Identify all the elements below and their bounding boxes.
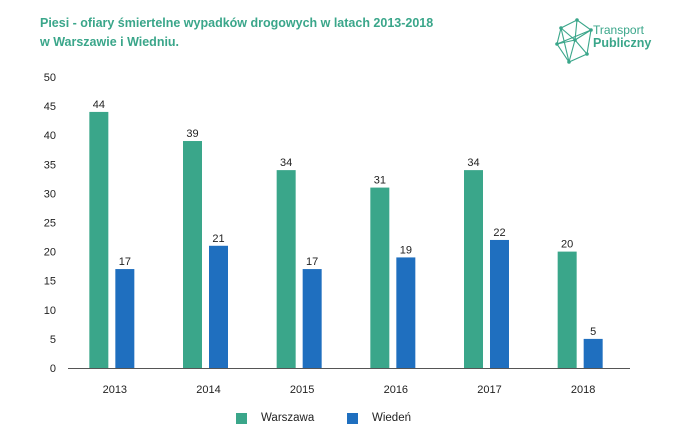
data-label: 21: [212, 233, 224, 245]
bar-wieden-2016: [396, 257, 416, 368]
y-tick-label: 0: [50, 363, 56, 375]
legend-label-warszawa: Warszawa: [261, 412, 315, 424]
y-tick-label: 35: [44, 159, 56, 171]
x-tick-label: 2014: [196, 384, 220, 396]
bar-warszawa-2013: [89, 111, 109, 369]
y-tick-label: 25: [44, 218, 56, 230]
data-label: 34: [467, 157, 479, 169]
data-label: 31: [374, 175, 386, 187]
data-label: 19: [400, 244, 412, 256]
bar-warszawa-2014: [183, 141, 202, 368]
data-label: 17: [306, 256, 318, 268]
x-tick-label: 2013: [103, 384, 127, 396]
data-label: 39: [186, 128, 198, 140]
bar-warszawa-2015: [276, 170, 296, 368]
y-tick-label: 30: [44, 188, 56, 200]
bar-warszawa-2016: [370, 187, 390, 368]
data-label: 5: [590, 326, 596, 338]
legend-item-warszawa: Warszawa: [236, 412, 314, 424]
bar-warszawa-2018: [557, 251, 577, 368]
bar-wieden-2017: [490, 239, 509, 368]
x-tick-label: 2016: [384, 384, 408, 396]
y-tick-label: 10: [44, 305, 56, 317]
y-tick-label: 20: [44, 247, 56, 259]
legend-label-wieden: Wiedeń: [372, 412, 411, 424]
y-tick-label: 50: [44, 72, 56, 84]
data-label: 44: [93, 99, 105, 111]
chart-title-line-1: Piesi - ofiary śmiertelne wypadków drogo…: [40, 16, 434, 30]
x-tick-label: 2015: [290, 384, 314, 396]
geometric-network-icon: [555, 18, 593, 64]
transport-publiczny-logo: Transport Publiczny: [555, 18, 665, 66]
data-label: 20: [561, 239, 573, 251]
y-tick-label: 15: [44, 276, 56, 288]
data-label: 22: [493, 227, 505, 239]
legend-swatch-warszawa: [236, 412, 247, 424]
data-label: 34: [280, 157, 292, 169]
x-tick-label: 2017: [477, 384, 501, 396]
chart-title-line-2: w Warszawie i Wiedniu.: [40, 35, 180, 49]
logo-text: Transport Publiczny: [593, 24, 651, 50]
bar-wieden-2015: [302, 269, 322, 368]
data-label: 17: [119, 256, 131, 268]
bar-wieden-2014: [209, 245, 228, 368]
bar-warszawa-2017: [464, 170, 483, 368]
bar-chart: 0 5 10 15 20 25 30 35 40 45 50 2013 44 17 2014 39 21 2015…: [44, 72, 630, 396]
bar-wieden-2018: [583, 338, 603, 368]
bar-wieden-2013: [115, 269, 135, 368]
y-tick-label: 40: [44, 130, 56, 142]
legend-swatch-wieden: [347, 412, 358, 424]
logo-line-1: Transport: [593, 23, 644, 37]
logo-line-2: Publiczny: [593, 36, 652, 50]
chart-title: Piesi - ofiary śmiertelne wypadków drogo…: [40, 14, 460, 52]
x-tick-label: 2018: [571, 384, 595, 396]
legend-item-wieden: Wiedeń: [347, 412, 411, 424]
y-tick-label: 5: [50, 334, 56, 346]
legend: Warszawa Wiedeń: [0, 412, 678, 428]
y-tick-label: 45: [44, 101, 56, 113]
